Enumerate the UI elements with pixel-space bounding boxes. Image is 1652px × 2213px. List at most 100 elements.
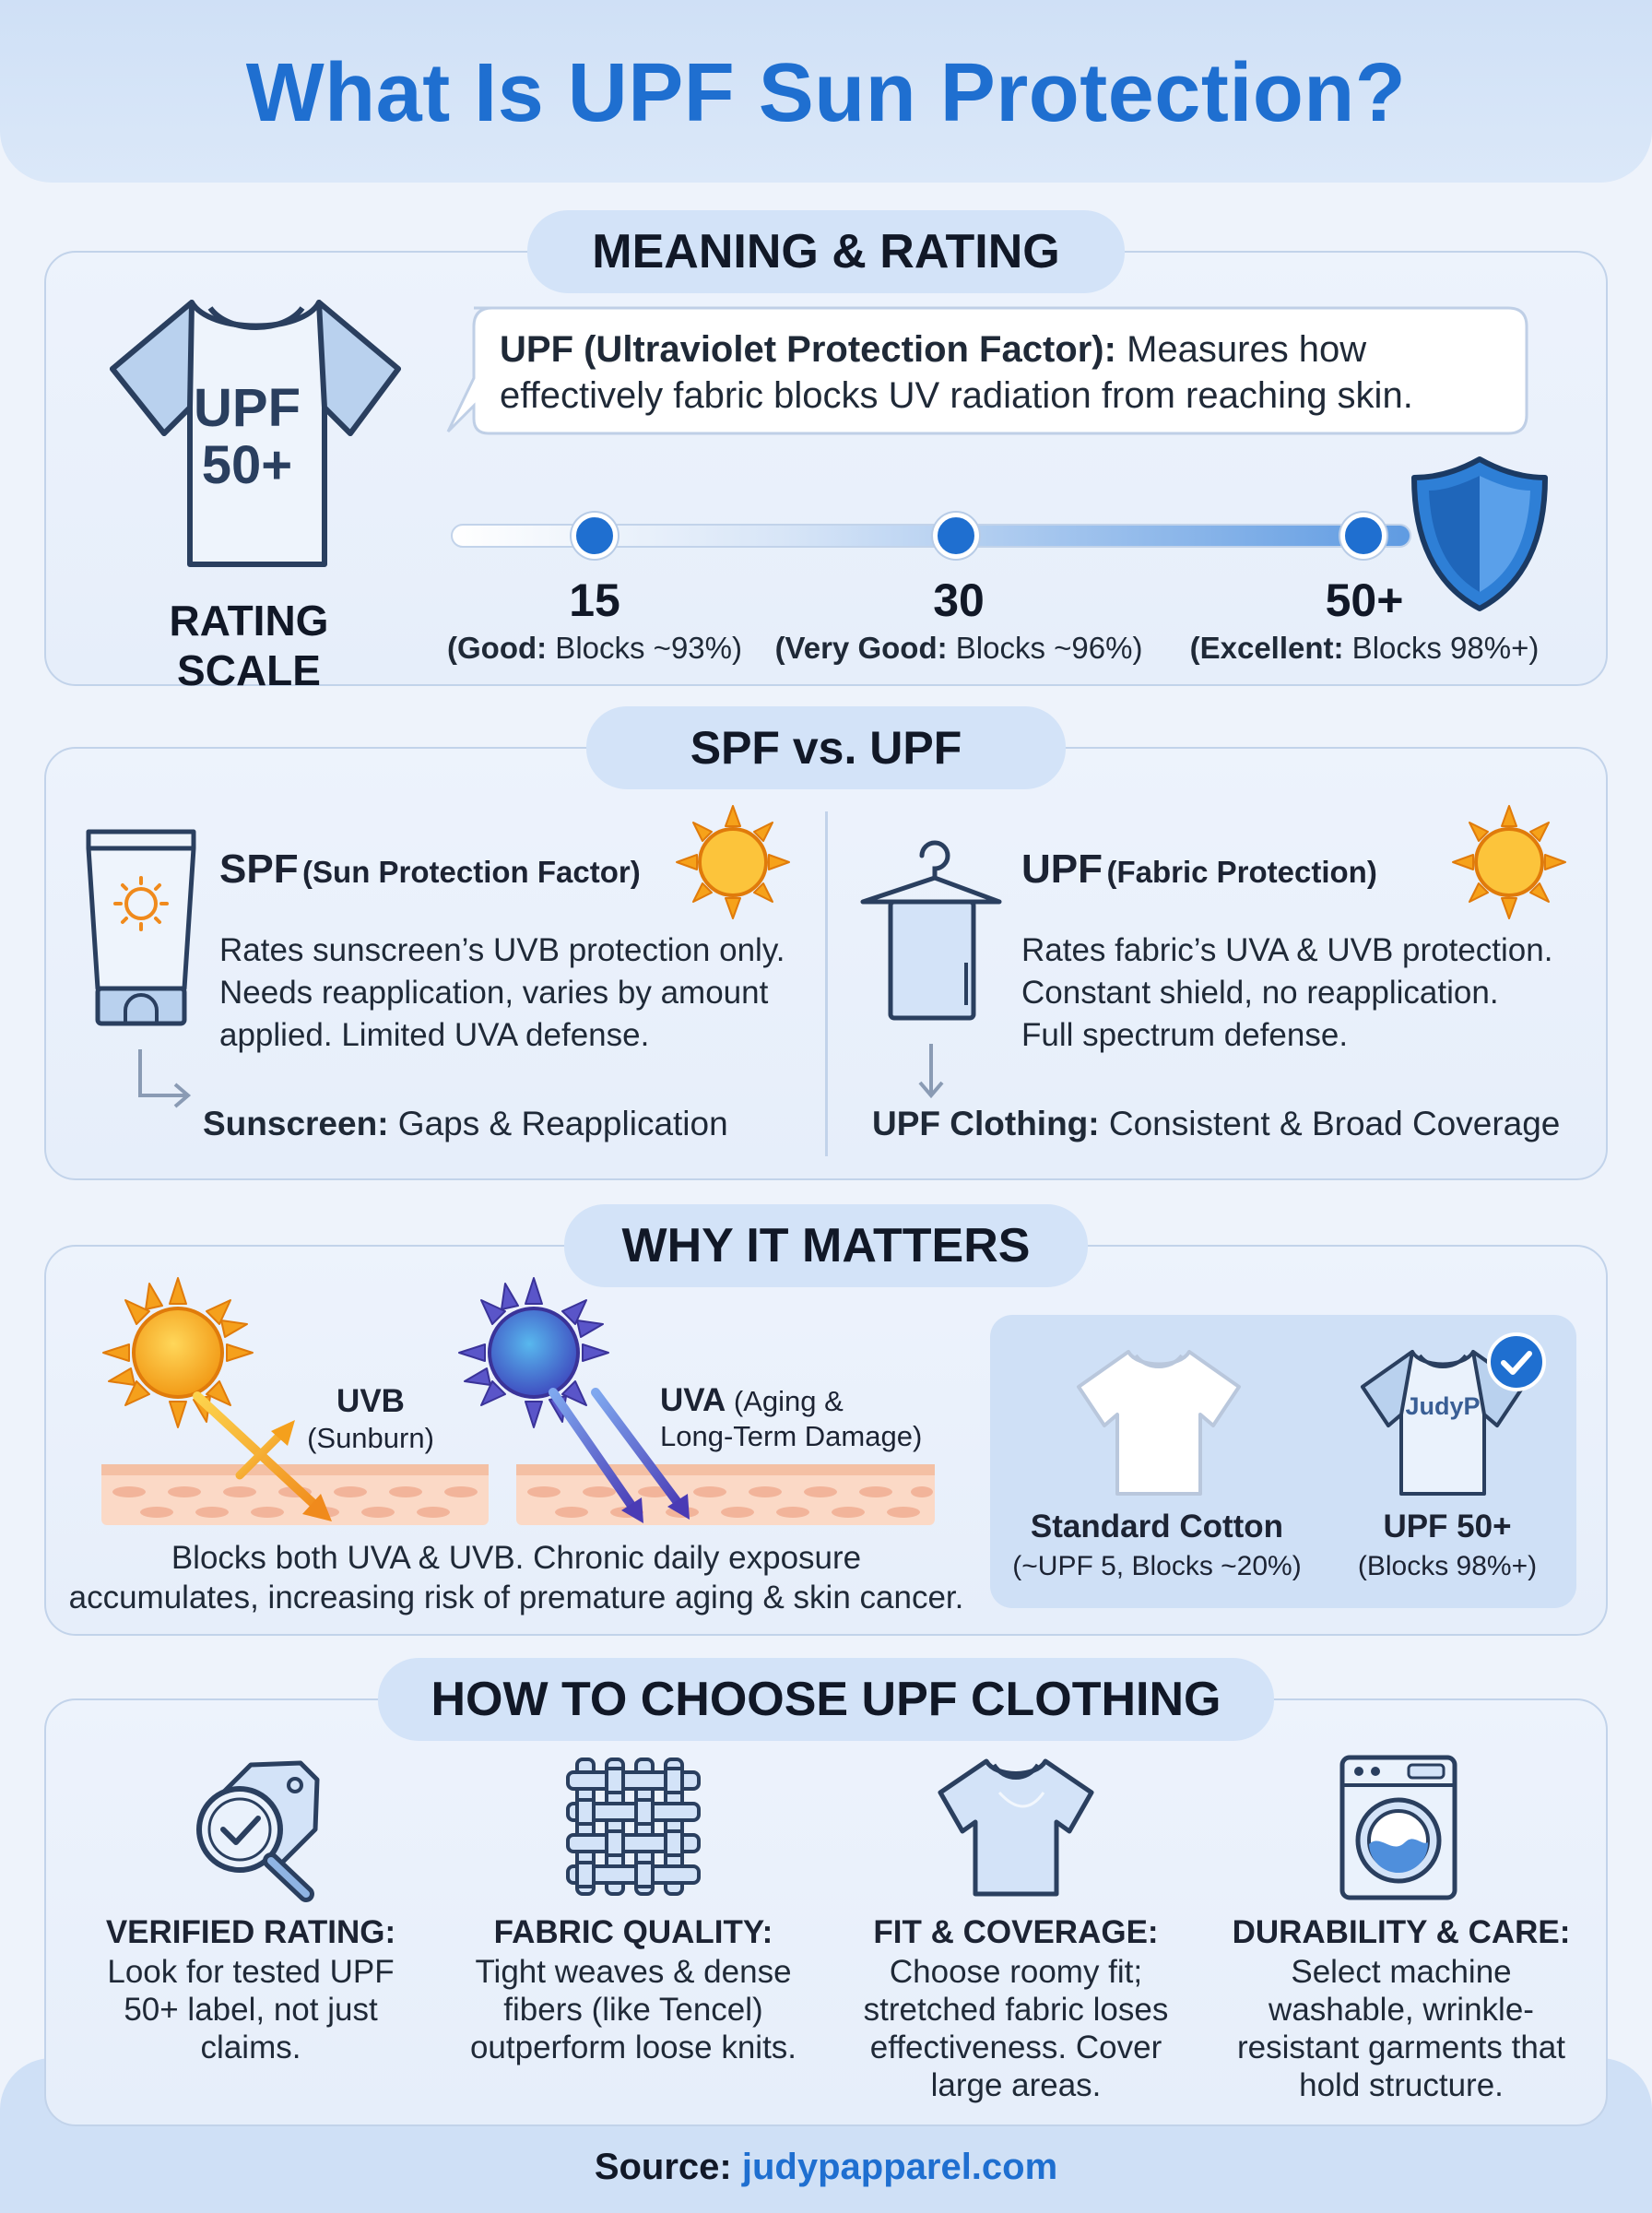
cotton-tshirt-icon	[1077, 1350, 1241, 1496]
tshirt-upf-label: UPF 50+	[155, 380, 339, 494]
choose-line: Tight weaves & dense	[475, 1954, 792, 1990]
scale-dot-30	[933, 513, 979, 559]
uva-sun-icon	[458, 1277, 609, 1428]
definition-bubble	[446, 306, 1528, 435]
washing-machine-icon	[1339, 1755, 1457, 1900]
why-heading: WHY IT MATTERS	[564, 1204, 1088, 1287]
spf-result-text: Gaps & Reapplication	[388, 1105, 728, 1142]
skin-layer-icon	[101, 1464, 489, 1525]
tshirt-label-line1: UPF	[194, 378, 301, 438]
uva-sublabel-2: Long-Term Damage)	[660, 1420, 923, 1452]
choose-item-fit: FIT & COVERAGE: Choose roomy fit; stretc…	[833, 1914, 1198, 2104]
spf-line-3: applied. Limited UVA defense.	[219, 1017, 650, 1053]
arrow-right-icon	[138, 1049, 192, 1108]
source-label: Source:	[594, 2147, 732, 2187]
scale-desc-15: Blocks ~93%)	[547, 631, 742, 665]
choose-line: effectiveness. Cover	[869, 2030, 1162, 2065]
upf-compare-title: UPF 50+	[1383, 1509, 1512, 1544]
choose-line: stretched fabric loses	[863, 1992, 1169, 2028]
uva-label: UVA	[660, 1382, 726, 1418]
spf-result-label: Sunscreen:	[203, 1105, 389, 1142]
scale-value-15: 15	[569, 574, 620, 626]
scale-dot-15	[572, 513, 618, 559]
choose-line: washable, wrinkle-	[1268, 1992, 1534, 2028]
hanger-icon	[860, 840, 1002, 1021]
spf-line-2: Needs reapplication, varies by amount	[219, 975, 769, 1011]
choose-line: hold structure.	[1299, 2067, 1504, 2103]
upf-result: UPF Clothing: Consistent & Broad Coverag…	[872, 1105, 1591, 1143]
choose-title-verified: VERIFIED RATING:	[105, 1914, 396, 1950]
definition-text: UPF (Ultraviolet Protection Factor): Mea…	[500, 326, 1523, 419]
source-link[interactable]: judypapparel.com	[731, 2147, 1058, 2187]
arrow-down-icon	[918, 1044, 944, 1099]
upf-line-1: Rates fabric’s UVA & UVB protection.	[1021, 932, 1553, 968]
choose-line: large areas.	[930, 2067, 1102, 2103]
cotton-title: Standard Cotton	[1030, 1509, 1284, 1544]
tshirt-icon	[110, 300, 401, 567]
spf-abbr: SPF	[219, 846, 299, 892]
uvb-sublabel: (Sunburn)	[307, 1422, 434, 1454]
scale-grade-30: (Very Good:	[774, 631, 948, 665]
skin-layer-icon	[516, 1464, 935, 1525]
spf-heading: SPF (Sun Protection Factor)	[219, 846, 680, 893]
uva-label-group: UVA (Aging & Long-Term Damage)	[660, 1383, 937, 1454]
fit-tshirt-icon	[938, 1758, 1094, 1897]
definition-text-2: effectively fabric blocks UV radiation f…	[500, 375, 1413, 416]
scale-grade-50: (Excellent:	[1189, 631, 1344, 665]
scale-value-50: 50+	[1325, 574, 1404, 626]
upf-description: Rates fabric’s UVA & UVB protection. Con…	[1021, 929, 1593, 1057]
spf-line-1: Rates sunscreen’s UVB protection only.	[219, 932, 785, 968]
spf-name: (Sun Protection Factor)	[302, 855, 641, 889]
upf-tshirt-brand: JudyP	[1405, 1392, 1481, 1420]
choose-line: Look for tested UPF	[107, 1954, 395, 1990]
scale-grade-15: (Good:	[447, 631, 548, 665]
upf-compare-subtitle: (Blocks 98%+)	[1357, 1551, 1538, 1581]
definition-text-1: Measures how	[1115, 329, 1367, 370]
checkmark-badge-icon	[1487, 1332, 1546, 1391]
choose-line: outperform loose knits.	[469, 2030, 797, 2065]
page-title: What Is UPF Sun Protection?	[245, 47, 1407, 139]
verified-magnifier-icon	[196, 1760, 320, 1902]
spf-upf-heading: SPF vs. UPF	[586, 706, 1066, 789]
header-banner	[0, 0, 1652, 183]
choose-line: 50+ label, not just	[124, 1992, 378, 2028]
scale-desc-50: Blocks 98%+)	[1343, 631, 1540, 665]
meaning-heading: MEANING & RATING	[527, 210, 1125, 293]
cotton-compare: Standard Cotton (~UPF 5, Blocks ~20%)	[1005, 1509, 1309, 1582]
definition-term: UPF (Ultraviolet Protection Factor):	[500, 329, 1116, 370]
tshirt-label-line2: 50+	[201, 435, 293, 495]
sun-icon	[102, 1277, 254, 1428]
why-body: Blocks both UVA & UVB. Chronic daily exp…	[55, 1538, 977, 1617]
choose-item-durability: DURABILITY & CARE: Select machine washab…	[1213, 1914, 1589, 2104]
why-body-line-2: accumulates, increasing risk of prematur…	[68, 1580, 964, 1615]
choose-line: fibers (like Tencel)	[503, 1992, 763, 2028]
fabric-weave-icon	[566, 1757, 701, 1896]
sunscreen-tube-icon	[86, 829, 196, 1026]
source-line: Source: judypapparel.com	[0, 2147, 1652, 2188]
choose-heading: HOW TO CHOOSE UPF CLOTHING	[378, 1658, 1274, 1741]
upf-result-label: UPF Clothing:	[872, 1105, 1100, 1142]
choose-line: resistant garments that	[1237, 2030, 1565, 2065]
rating-scale-label: RATING SCALE	[169, 597, 329, 694]
uva-sublabel-1: (Aging &	[726, 1385, 844, 1417]
upf-abbr: UPF	[1021, 846, 1103, 892]
section-divider	[825, 811, 828, 1156]
choose-line: claims.	[200, 2030, 301, 2065]
choose-item-verified: VERIFIED RATING: Look for tested UPF 50+…	[85, 1914, 417, 2066]
rating-scale-track	[451, 524, 1411, 548]
upf-line-2: Constant shield, no reapplication.	[1021, 975, 1499, 1011]
spf-description: Rates sunscreen’s UVB protection only. N…	[219, 929, 809, 1057]
uvb-label-group: UVB (Sunburn)	[288, 1383, 454, 1455]
scale-item-15: 15 (Good: Blocks ~93%)	[433, 574, 756, 666]
uva-ray-icon	[549, 1388, 690, 1523]
choose-title-fit: FIT & COVERAGE:	[873, 1914, 1159, 1950]
shield-icon	[1411, 456, 1548, 611]
upf-tshirt-icon	[1361, 1350, 1525, 1496]
why-body-line-1: Blocks both UVA & UVB. Chronic daily exp…	[171, 1540, 862, 1576]
sun-icon	[1452, 805, 1566, 919]
scale-value-30: 30	[933, 574, 985, 626]
sun-icon	[676, 805, 790, 919]
uvb-ray-icon	[193, 1391, 332, 1521]
scale-item-30: 30 (Very Good: Blocks ~96%)	[765, 574, 1152, 666]
choose-item-fabric: FABRIC QUALITY: Tight weaves & dense fib…	[437, 1914, 830, 2066]
